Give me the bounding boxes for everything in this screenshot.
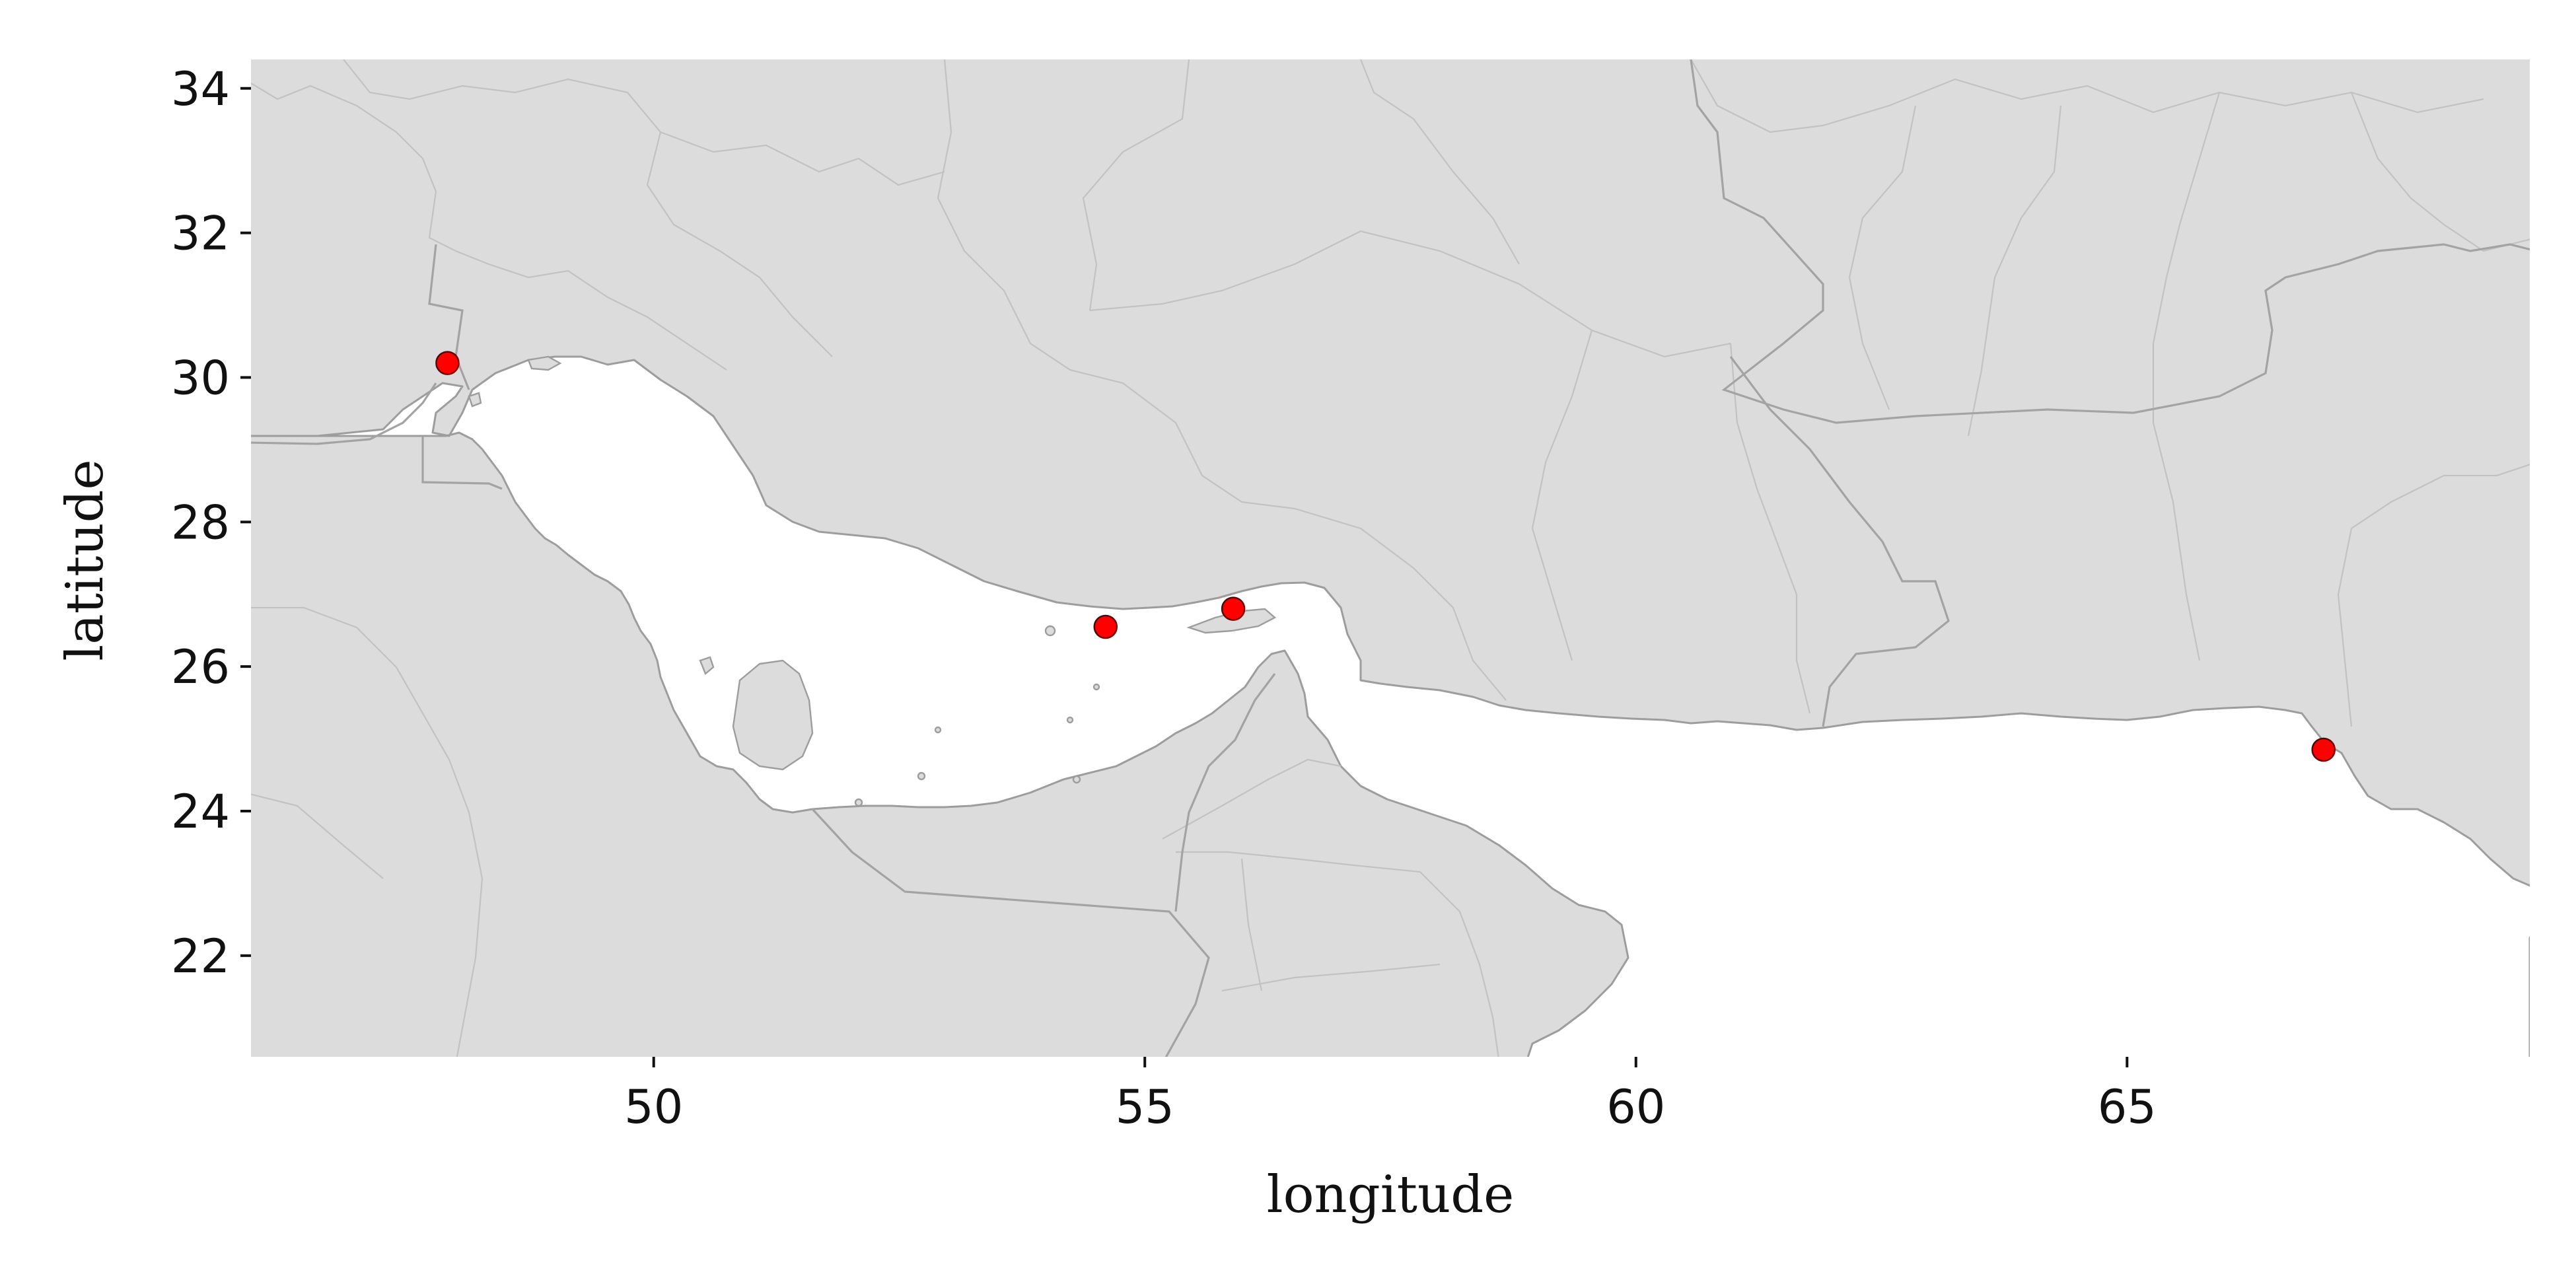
y-axis: 22 24 26 28 30 32 34 [171, 62, 251, 984]
y-tick-label: 24 [171, 785, 230, 839]
country-borders [251, 59, 2530, 1057]
y-tick-label: 22 [171, 929, 230, 984]
x-axis: 50 55 60 65 [624, 1057, 2157, 1134]
x-tick-label: 55 [1116, 1080, 1174, 1134]
y-tick-label: 26 [171, 640, 230, 694]
x-tick-label: 60 [1606, 1080, 1665, 1134]
x-tick-label: 50 [624, 1080, 683, 1134]
location-marker [2311, 737, 2336, 762]
location-marker [1093, 614, 1118, 639]
x-axis-label: longitude [1267, 1165, 1515, 1225]
location-marker [435, 351, 460, 375]
y-axis-label: latitude [55, 459, 115, 661]
land-mass [251, 59, 2530, 1057]
province-borders [251, 59, 2530, 1057]
location-marker [1221, 596, 1246, 621]
qatar-island-detail [732, 659, 814, 771]
map-area [251, 59, 2530, 1057]
y-tick-label: 34 [171, 62, 230, 116]
y-tick-label: 28 [171, 495, 230, 550]
city-markers [435, 351, 2336, 762]
bahrain-island [699, 656, 715, 675]
y-tick-label: 30 [171, 351, 230, 405]
y-tick-label: 32 [171, 207, 230, 261]
x-tick-label: 65 [2098, 1080, 2157, 1134]
